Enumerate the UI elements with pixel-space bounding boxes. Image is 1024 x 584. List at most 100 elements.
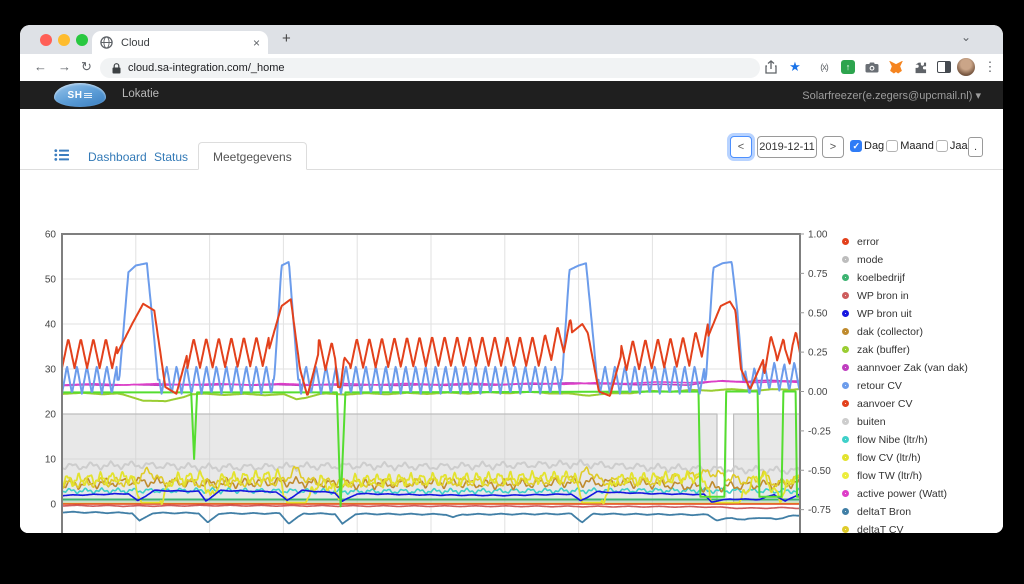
extension-green-icon[interactable]: ↑: [839, 58, 857, 76]
chart-legend: error mode koelbedrijf WP bron in WP bron ui…: [842, 235, 968, 533]
legend-item[interactable]: flow CV (ltr/h): [842, 451, 968, 464]
legend-item[interactable]: zak (buffer): [842, 343, 968, 356]
legend-item[interactable]: mode: [842, 253, 968, 266]
legend-swatch-icon: [842, 400, 849, 407]
date-next-button[interactable]: >: [822, 136, 844, 158]
legend-swatch-icon: [842, 364, 849, 371]
legend-swatch-icon: [842, 382, 849, 389]
metamask-fox-icon[interactable]: [887, 58, 905, 76]
svg-text:50: 50: [45, 275, 57, 286]
legend-item[interactable]: flow Nibe (ltr/h): [842, 433, 968, 446]
legend-label: dak (collector): [857, 326, 923, 338]
titlebar-chevron-icon[interactable]: ⌄: [961, 30, 971, 44]
new-tab-button[interactable]: +: [282, 30, 291, 47]
date-prev-button[interactable]: <: [730, 136, 752, 158]
zoom-window-button[interactable]: [76, 34, 88, 46]
address-bar[interactable]: cloud.sa-integration.com/_home: [100, 58, 760, 78]
sidebar-toggle-icon[interactable]: [935, 58, 953, 76]
globe-favicon-icon: [100, 36, 113, 49]
legend-item[interactable]: buiten: [842, 415, 968, 428]
tab-close-icon[interactable]: ×: [253, 36, 260, 50]
forward-button[interactable]: →: [58, 59, 71, 74]
browser-tab[interactable]: Cloud ×: [92, 31, 268, 54]
legend-swatch-icon: [842, 436, 849, 443]
legend-swatch-icon: [842, 454, 849, 461]
page-content: Dashboard Status Meetgegevens < 2019-12-…: [20, 109, 1003, 533]
legend-item[interactable]: aannvoer Zak (van dak): [842, 361, 968, 374]
close-window-button[interactable]: [40, 34, 52, 46]
legend-swatch-icon: [842, 526, 849, 533]
legend-label: active power (Watt): [857, 488, 947, 500]
profile-avatar[interactable]: [957, 58, 975, 76]
legend-label: flow Nibe (ltr/h): [857, 434, 928, 446]
legend-item[interactable]: WP bron in: [842, 289, 968, 302]
legend-item[interactable]: koelbedrijf: [842, 271, 968, 284]
legend-label: buiten: [857, 416, 886, 428]
app-navbar: SH Lokatie Solarfreezer(e.zegers@upcmail…: [20, 81, 1003, 109]
legend-swatch-icon: [842, 310, 849, 317]
legend-label: aannvoer Zak (van dak): [857, 362, 968, 374]
svg-text:1.00: 1.00: [808, 230, 828, 241]
reload-button[interactable]: ↻: [81, 59, 92, 75]
svg-text:10: 10: [45, 455, 57, 466]
url-text: cloud.sa-integration.com/_home: [128, 62, 285, 74]
back-button[interactable]: ←: [34, 59, 47, 74]
legend-item[interactable]: dak (collector): [842, 325, 968, 338]
list-menu-icon[interactable]: [54, 148, 69, 167]
legend-swatch-icon: [842, 274, 849, 281]
checkbox-dag-box[interactable]: [850, 140, 862, 152]
period-checkbox-group: Dag Maand Jaar: [850, 140, 973, 152]
legend-swatch-icon: [842, 238, 849, 245]
legend-item[interactable]: WP bron uit: [842, 307, 968, 320]
browser-window: Cloud × + ⌄ ← → ↻ cloud.sa-integration.c…: [20, 25, 1003, 533]
camera-extension-icon[interactable]: [863, 58, 881, 76]
screenshot-stage: Cloud × + ⌄ ← → ↻ cloud.sa-integration.c…: [0, 0, 1024, 584]
extension-paren-icon[interactable]: (x): [815, 58, 833, 76]
extensions-puzzle-icon[interactable]: [911, 58, 929, 76]
svg-text:30: 30: [45, 365, 57, 376]
tab-dashboard[interactable]: Dashboard: [88, 150, 147, 164]
legend-item[interactable]: error: [842, 235, 968, 248]
page-tabbar: Dashboard Status Meetgegevens < 2019-12-…: [20, 142, 1003, 170]
app-logo[interactable]: SH: [54, 83, 106, 107]
bookmark-star-icon[interactable]: ★: [786, 58, 804, 76]
legend-label: flow CV (ltr/h): [857, 452, 921, 464]
checkbox-maand-box[interactable]: [886, 140, 898, 152]
tab-meetgegevens[interactable]: Meetgegevens: [198, 142, 307, 170]
legend-swatch-icon: [842, 346, 849, 353]
app-logo-text: SH: [68, 90, 83, 101]
tab-title: Cloud: [121, 37, 253, 49]
share-icon[interactable]: [762, 58, 780, 76]
legend-label: WP bron in: [857, 290, 909, 302]
legend-item[interactable]: retour CV: [842, 379, 968, 392]
legend-swatch-icon: [842, 472, 849, 479]
tab-status[interactable]: Status: [154, 150, 188, 164]
date-input[interactable]: 2019-12-11: [757, 136, 817, 158]
browser-toolbar: ← → ↻ cloud.sa-integration.com/_home ★ (…: [20, 54, 1003, 81]
nav-menu-lokatie[interactable]: Lokatie: [122, 88, 159, 100]
account-dropdown[interactable]: Solarfreezer(e.zegers@upcmail.nl) ▾: [802, 89, 981, 102]
legend-label: WP bron uit: [857, 308, 912, 320]
legend-item[interactable]: deltaT CV: [842, 523, 968, 533]
legend-item[interactable]: deltaT Bron: [842, 505, 968, 518]
checkbox-jaar-box[interactable]: [936, 140, 948, 152]
legend-label: error: [857, 236, 879, 248]
measurements-chart: 6050403020100-101.000.750.500.250.00-0.2…: [40, 226, 840, 533]
browser-menu-icon[interactable]: ⋮: [981, 58, 999, 76]
legend-swatch-icon: [842, 490, 849, 497]
checkbox-dag[interactable]: Dag: [850, 140, 884, 152]
extra-period-button[interactable]: .: [968, 137, 983, 157]
svg-text:-0.75: -0.75: [808, 505, 831, 516]
legend-item[interactable]: flow TW (ltr/h): [842, 469, 968, 482]
minimize-window-button[interactable]: [58, 34, 70, 46]
svg-text:0.25: 0.25: [808, 348, 828, 359]
legend-item[interactable]: active power (Watt): [842, 487, 968, 500]
checkbox-maand[interactable]: Maand: [886, 140, 934, 152]
legend-item[interactable]: aanvoer CV: [842, 397, 968, 410]
svg-text:20: 20: [45, 410, 57, 421]
legend-label: koelbedrijf: [857, 272, 905, 284]
svg-text:60: 60: [45, 230, 57, 241]
svg-text:0: 0: [50, 500, 56, 511]
checkbox-jaar[interactable]: Jaar: [936, 140, 971, 152]
legend-swatch-icon: [842, 418, 849, 425]
